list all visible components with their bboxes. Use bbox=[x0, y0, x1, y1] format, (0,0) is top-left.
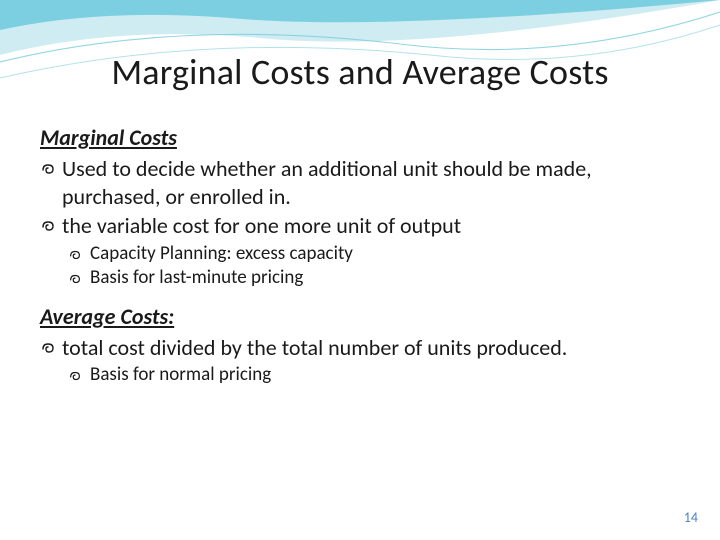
section-heading-marginal: Marginal Costs bbox=[40, 124, 680, 151]
section-heading-average: Average Costs: bbox=[40, 303, 680, 330]
bullet-text: total cost divided by the total number o… bbox=[62, 334, 680, 362]
slide-content: Marginal Costs and Average Costs Margina… bbox=[0, 0, 720, 388]
swirl-bullet-icon bbox=[68, 363, 90, 383]
bullet-l2: Capacity Planning: excess capacity bbox=[40, 242, 680, 267]
bullet-text: Basis for normal pricing bbox=[90, 363, 680, 388]
bullet-text: Used to decide whether an additional uni… bbox=[62, 155, 680, 210]
swirl-bullet-icon bbox=[40, 155, 62, 177]
swirl-bullet-icon bbox=[40, 334, 62, 356]
bullet-l1: total cost divided by the total number o… bbox=[40, 334, 680, 362]
bullet-text: Basis for last-minute pricing bbox=[90, 266, 680, 291]
slide-title: Marginal Costs and Average Costs bbox=[40, 50, 680, 94]
swirl-bullet-icon bbox=[68, 242, 90, 262]
bullet-l1: the variable cost for one more unit of o… bbox=[40, 212, 680, 240]
bullet-text: the variable cost for one more unit of o… bbox=[62, 212, 680, 240]
bullet-l2: Basis for normal pricing bbox=[40, 363, 680, 388]
bullet-l1: Used to decide whether an additional uni… bbox=[40, 155, 680, 210]
swirl-bullet-icon bbox=[68, 266, 90, 286]
bullet-text: Capacity Planning: excess capacity bbox=[90, 242, 680, 267]
bullet-l2: Basis for last-minute pricing bbox=[40, 266, 680, 291]
page-number: 14 bbox=[684, 509, 698, 526]
swirl-bullet-icon bbox=[40, 212, 62, 234]
